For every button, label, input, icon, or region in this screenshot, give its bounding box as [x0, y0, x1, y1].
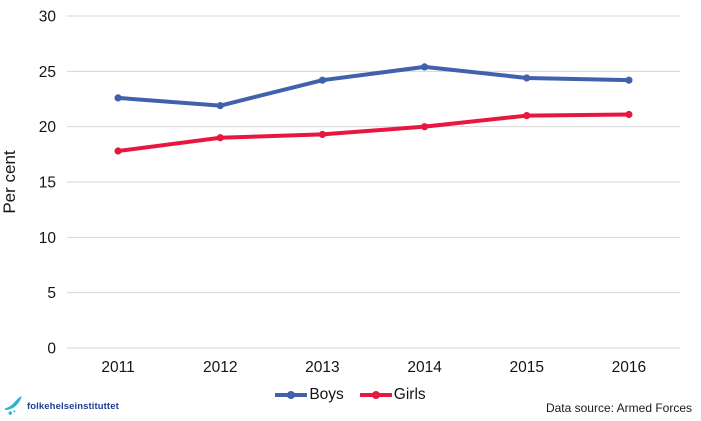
y-tick-label: 5 — [47, 285, 56, 302]
swoosh-dot-2 — [13, 410, 16, 413]
swoosh-dot-1 — [8, 411, 12, 415]
x-tick-label-2012: 2012 — [203, 359, 237, 376]
x-tick-label-2011: 2011 — [101, 359, 134, 376]
x-tick-label-2013: 2013 — [305, 359, 339, 376]
legend-label-girls: Girls — [393, 386, 426, 403]
data-point-boys-2011 — [114, 94, 122, 102]
x-tick-label-2015: 2015 — [510, 359, 544, 376]
y-tick-label: 20 — [39, 119, 57, 136]
data-point-boys-2013 — [318, 76, 327, 84]
data-point-girls-2013 — [318, 130, 327, 139]
line-chart: 0 5 10 15 20 25 30 2011 2012 2013 2014 2015 2016 Per … — [0, 9, 680, 376]
data-point-girls-2014 — [420, 123, 429, 131]
legend-marker-girls-icon — [359, 390, 392, 399]
chart-legend: Boys Girls — [0, 387, 701, 403]
x-tick-label-2014: 2014 — [407, 359, 442, 376]
y-tick-label: 0 — [47, 341, 56, 358]
legend-marker-boys-icon — [275, 390, 308, 399]
logo-text: folkehelseinstituttet — [27, 400, 119, 412]
data-point-girls-2016 — [625, 110, 633, 119]
y-tick-label: 25 — [39, 64, 56, 81]
series-line-girls — [116, 112, 631, 154]
x-tick-label-2016: 2016 — [612, 359, 646, 376]
swoosh-shape — [4, 396, 22, 410]
fhi-swoosh-icon — [4, 396, 22, 415]
data-point-girls-2011 — [114, 147, 122, 155]
data-point-boys-2014 — [420, 63, 429, 71]
legend-label-boys: Boys — [309, 386, 344, 403]
data-point-boys-2012 — [216, 102, 224, 110]
y-axis-title: Per cent — [0, 150, 19, 214]
data-point-boys-2016 — [625, 76, 633, 84]
data-source-note: Data source: Armed Forces — [545, 401, 692, 415]
fhi-logo: folkehelseinstituttet — [4, 395, 119, 417]
data-point-boys-2015 — [523, 74, 531, 82]
y-tick-label: 10 — [39, 230, 57, 247]
series-line-boys — [116, 64, 631, 108]
y-tick-label: 15 — [39, 175, 56, 192]
y-tick-label: 30 — [39, 9, 57, 26]
data-point-girls-2015 — [523, 112, 531, 120]
legend-item-boys: Boys — [275, 386, 344, 403]
legend-item-girls: Girls — [359, 386, 426, 403]
data-point-girls-2012 — [216, 134, 224, 142]
